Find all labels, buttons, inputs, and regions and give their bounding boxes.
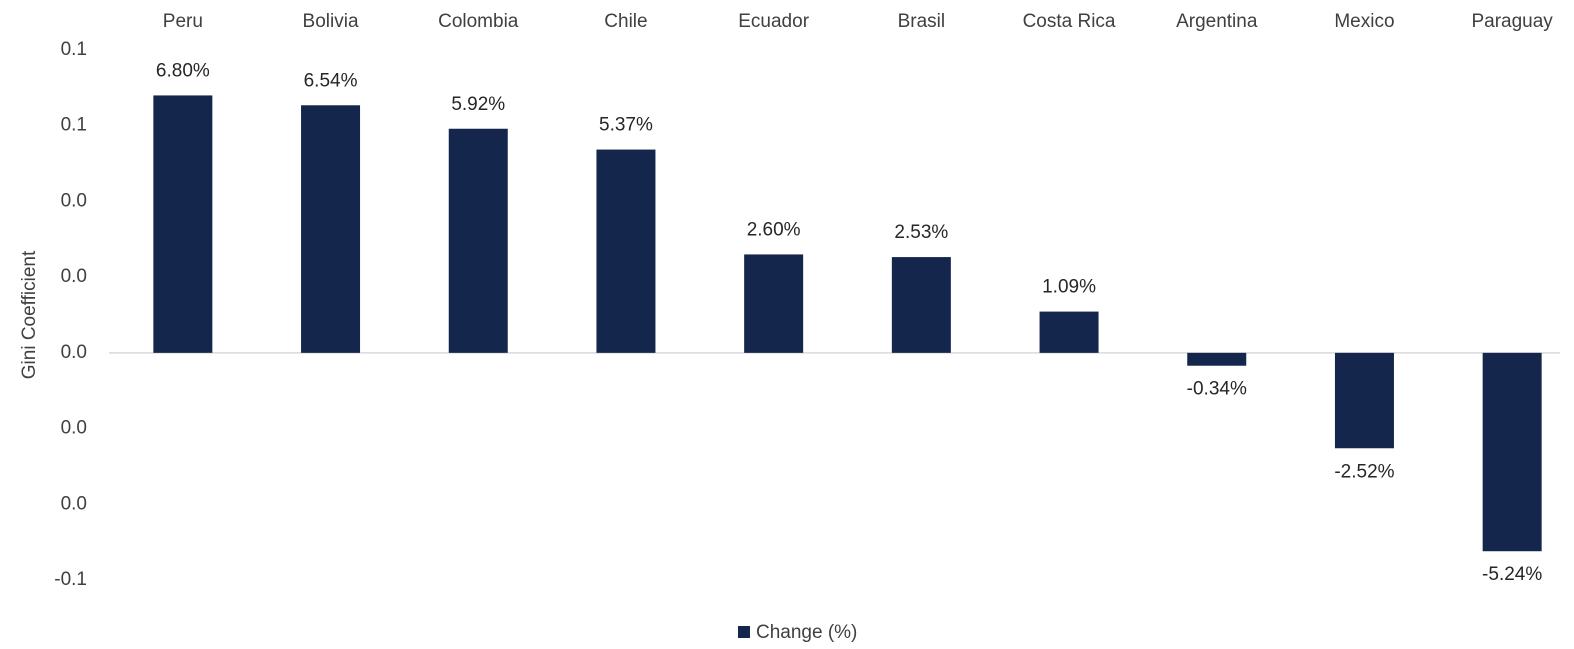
y-tick-label: 0.0: [61, 266, 87, 287]
y-tick-label: 0.0: [61, 342, 87, 363]
y-tick-label: -0.1: [54, 569, 87, 590]
x-tick-label: Brasil: [898, 11, 946, 32]
legend-swatch: [738, 626, 750, 638]
y-tick-label: 0.0: [61, 190, 87, 211]
y-axis-title: Gini Coefficient: [19, 250, 40, 379]
data-label: 6.80%: [156, 60, 210, 81]
x-tick-label: Argentina: [1176, 11, 1258, 32]
bar: [153, 95, 213, 353]
y-tick-label: 0.0: [61, 493, 87, 514]
data-label: 1.09%: [1042, 277, 1096, 298]
bar: [891, 257, 951, 353]
bar: [448, 128, 508, 353]
x-tick-label: Mexico: [1334, 11, 1394, 32]
x-tick-label: Paraguay: [1471, 11, 1553, 32]
data-label: 5.92%: [451, 94, 505, 115]
data-label: 2.60%: [747, 219, 801, 240]
data-label: -5.24%: [1482, 564, 1542, 585]
bar: [301, 105, 361, 353]
y-tick-label: 0.1: [61, 39, 87, 60]
data-label: 6.54%: [304, 70, 358, 91]
x-tick-label: Chile: [604, 11, 647, 32]
bar: [596, 149, 656, 353]
bar: [1039, 311, 1099, 353]
bar: [1334, 352, 1394, 449]
data-label: 5.37%: [599, 115, 653, 136]
bar: [1187, 352, 1247, 366]
data-label: -2.52%: [1334, 461, 1394, 482]
data-label: -0.34%: [1187, 379, 1247, 400]
data-label: 2.53%: [894, 222, 948, 243]
x-tick-label: Costa Rica: [1023, 11, 1116, 32]
legend-label: Change (%): [756, 622, 857, 643]
x-tick-label: Ecuador: [738, 11, 809, 32]
x-tick-label: Colombia: [438, 11, 519, 32]
bar: [1482, 352, 1542, 552]
x-tick-label: Peru: [163, 11, 203, 32]
x-tick-label: Bolivia: [303, 11, 359, 32]
bar: [744, 254, 804, 353]
y-tick-label: 0.0: [61, 418, 87, 439]
y-tick-label: 0.1: [61, 115, 87, 136]
